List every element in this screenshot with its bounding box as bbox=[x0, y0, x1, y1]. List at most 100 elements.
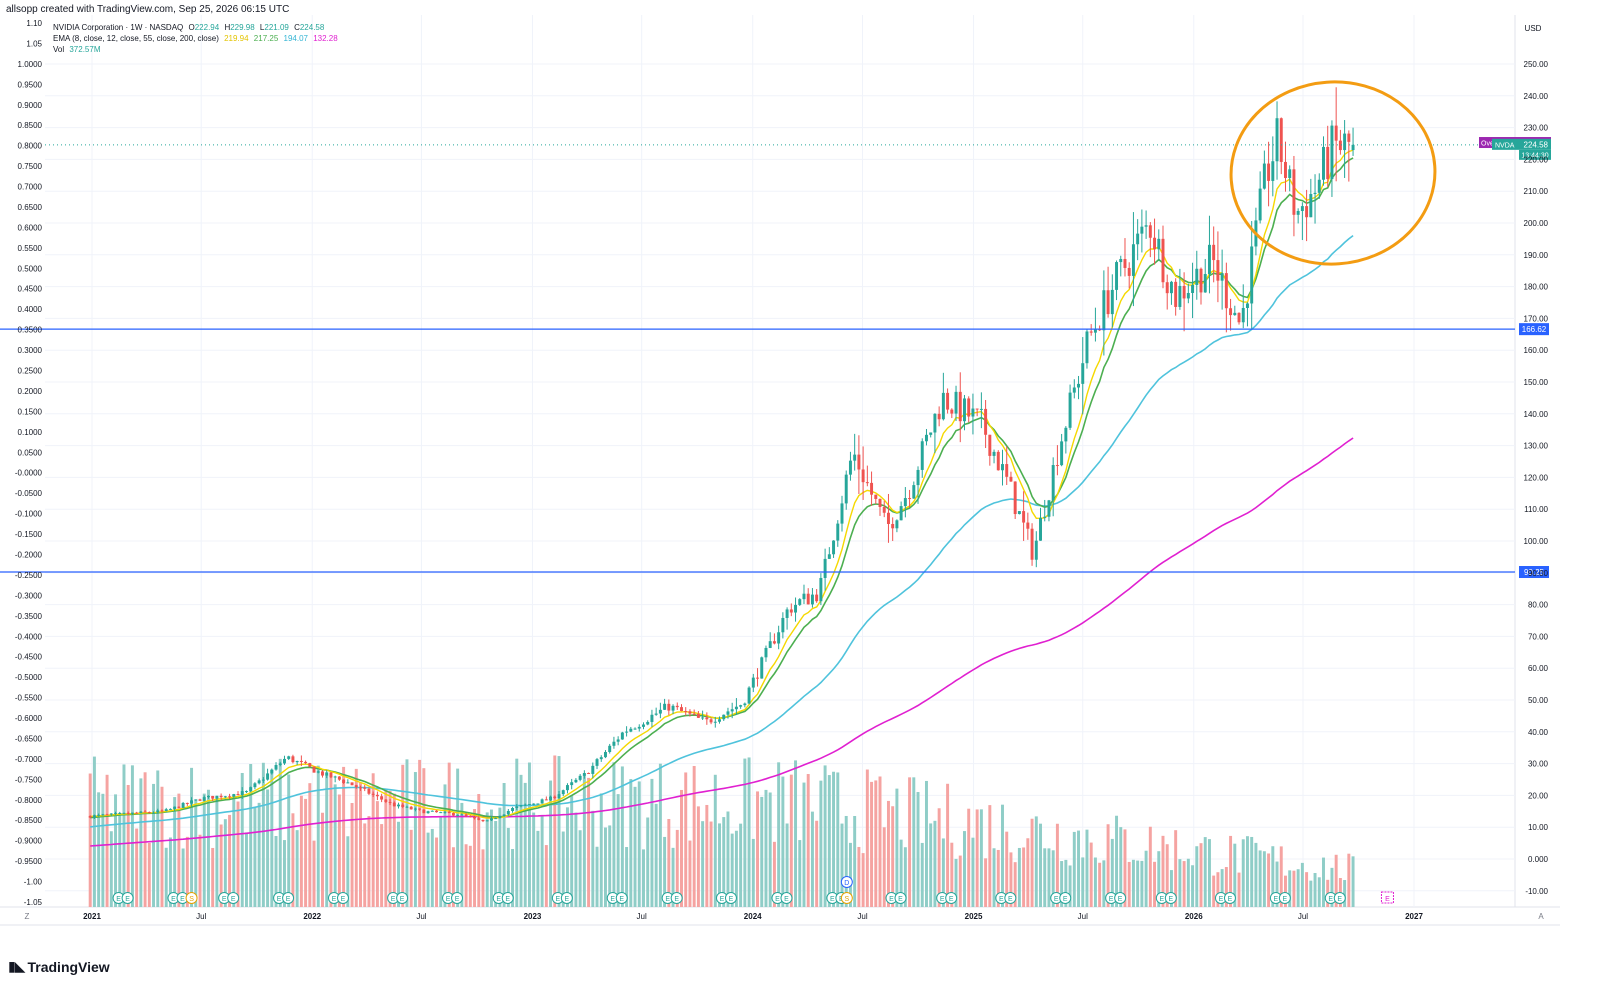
earnings-marker[interactable]: E bbox=[1228, 896, 1233, 903]
earnings-marker[interactable]: E bbox=[116, 896, 121, 903]
earnings-marker[interactable]: E bbox=[898, 896, 903, 903]
volume-bar bbox=[1207, 839, 1211, 907]
volume-bar bbox=[946, 783, 950, 907]
volume-bar bbox=[895, 788, 899, 907]
earnings-marker[interactable]: E bbox=[1337, 896, 1342, 903]
earnings-marker[interactable]: E bbox=[674, 896, 679, 903]
upcoming-earnings-marker[interactable]: E bbox=[1385, 896, 1390, 903]
earnings-marker[interactable]: E bbox=[400, 896, 405, 903]
volume-bar bbox=[688, 840, 692, 907]
earnings-marker[interactable]: E bbox=[999, 896, 1004, 903]
volume-bar bbox=[223, 819, 227, 907]
volume-bar bbox=[549, 780, 553, 907]
earnings-marker[interactable]: E bbox=[1054, 896, 1059, 903]
earnings-marker[interactable]: E bbox=[391, 896, 396, 903]
earnings-marker[interactable]: E bbox=[665, 896, 670, 903]
earnings-marker[interactable]: E bbox=[1328, 896, 1333, 903]
tradingview-logo[interactable]: ▮◣ TradingView bbox=[8, 958, 110, 975]
earnings-marker-right-bg bbox=[121, 892, 134, 904]
volume-bar bbox=[257, 802, 261, 907]
earnings-marker[interactable]: E bbox=[446, 896, 451, 903]
earnings-marker[interactable]: E bbox=[171, 896, 176, 903]
volume-bar bbox=[1127, 861, 1131, 907]
highlight-circle[interactable] bbox=[1225, 75, 1441, 271]
candle-body bbox=[519, 805, 523, 807]
earnings-marker[interactable]: E bbox=[496, 896, 501, 903]
earnings-marker[interactable]: E bbox=[1168, 896, 1173, 903]
price-axis[interactable]: USD 250.00 240.00 230.00 220.00 210.00 200.00 1… bbox=[1524, 24, 1549, 896]
earnings-marker[interactable]: E bbox=[332, 896, 337, 903]
earnings-marker[interactable]: E bbox=[1219, 896, 1224, 903]
earnings-marker[interactable]: E bbox=[505, 896, 510, 903]
dividend-marker[interactable]: D bbox=[844, 880, 849, 887]
earnings-marker[interactable]: E bbox=[784, 896, 789, 903]
left-tick-label: -0.9000 bbox=[15, 837, 43, 846]
time-tick-label: Jul bbox=[416, 912, 426, 921]
volume-bar bbox=[937, 808, 941, 907]
horizontal-lines[interactable]: 166.6290.25Overnight225.15NVDA224.5813:4… bbox=[0, 137, 1551, 579]
legend-vol-row[interactable]: Vol 372.57M bbox=[53, 44, 338, 55]
candle-body bbox=[1174, 281, 1178, 307]
earnings-marker[interactable]: E bbox=[1274, 896, 1279, 903]
legend-ema-label[interactable]: EMA (8, close, 12, close, 55, close, 200… bbox=[53, 34, 219, 43]
volume-bar bbox=[1085, 829, 1089, 907]
hline-price-tag bbox=[1519, 323, 1549, 336]
earnings-marker[interactable]: E bbox=[455, 896, 460, 903]
volume-bar bbox=[143, 772, 147, 907]
earnings-marker[interactable]: E bbox=[619, 896, 624, 903]
earnings-marker[interactable]: E bbox=[341, 896, 346, 903]
time-tick-label: Jul bbox=[857, 912, 867, 921]
earnings-marker[interactable]: E bbox=[1008, 896, 1013, 903]
earnings-marker[interactable]: E bbox=[889, 896, 894, 903]
earnings-marker[interactable]: E bbox=[949, 896, 954, 903]
legend-symbol-row[interactable]: NVIDIA Corporation · 1W · NASDAQ O222.94… bbox=[53, 22, 338, 33]
zoom-button-left[interactable]: Z bbox=[25, 912, 30, 921]
earnings-marker[interactable]: E bbox=[565, 896, 570, 903]
volume-bar bbox=[481, 849, 485, 907]
earnings-marker[interactable]: E bbox=[830, 896, 835, 903]
price-tick-label: 180.00 bbox=[1524, 283, 1549, 292]
volume-bar bbox=[975, 809, 979, 907]
earnings-marker[interactable]: E bbox=[610, 896, 615, 903]
candle-body bbox=[1258, 188, 1262, 221]
legend-ema-row[interactable]: EMA (8, close, 12, close, 55, close, 200… bbox=[53, 33, 338, 44]
earnings-marker[interactable]: E bbox=[940, 896, 945, 903]
left-tick-label: -0.0500 bbox=[15, 489, 43, 498]
volume-bar bbox=[435, 837, 439, 907]
earnings-marker[interactable]: E bbox=[180, 896, 185, 903]
auto-scale-button[interactable]: A bbox=[1538, 912, 1544, 921]
earnings-marker[interactable]: E bbox=[277, 896, 282, 903]
volume-bar bbox=[739, 823, 743, 907]
earnings-marker[interactable]: E bbox=[286, 896, 291, 903]
split-marker[interactable]: S bbox=[189, 896, 194, 903]
left-tick-label: -0.3500 bbox=[15, 612, 43, 621]
earnings-marker[interactable]: E bbox=[231, 896, 236, 903]
volume-bar bbox=[1330, 867, 1334, 907]
volume-bar bbox=[92, 756, 96, 907]
time-axis[interactable]: 2021 Jul 2022 Jul 2023 Jul 2024 Jul 2025 Jul 2026 J… bbox=[25, 912, 1545, 921]
left-tick-label: 0.1000 bbox=[18, 428, 43, 437]
earnings-marker[interactable]: E bbox=[1118, 896, 1123, 903]
earnings-marker[interactable]: E bbox=[1159, 896, 1164, 903]
candle-body bbox=[1110, 289, 1114, 315]
volume-bar bbox=[1068, 865, 1072, 907]
legend-symbol[interactable]: NVIDIA Corporation · 1W · NASDAQ bbox=[53, 23, 184, 32]
earnings-marker[interactable]: E bbox=[775, 896, 780, 903]
earnings-marker[interactable]: E bbox=[1063, 896, 1068, 903]
split-marker[interactable]: S bbox=[844, 896, 849, 903]
earnings-marker[interactable]: E bbox=[125, 896, 130, 903]
earnings-marker-right-bg bbox=[615, 892, 628, 904]
candle-body bbox=[650, 714, 654, 722]
earnings-marker[interactable]: E bbox=[222, 896, 227, 903]
legend-vol-label[interactable]: Vol bbox=[53, 45, 65, 54]
earnings-marker[interactable]: E bbox=[1109, 896, 1114, 903]
volume-bar bbox=[1182, 861, 1186, 907]
candle-body bbox=[933, 413, 937, 433]
earnings-marker[interactable]: E bbox=[729, 896, 734, 903]
earnings-marker[interactable]: E bbox=[556, 896, 561, 903]
earnings-marker[interactable]: E bbox=[720, 896, 725, 903]
volume-bar bbox=[979, 809, 983, 907]
earnings-marker[interactable]: E bbox=[1283, 896, 1288, 903]
